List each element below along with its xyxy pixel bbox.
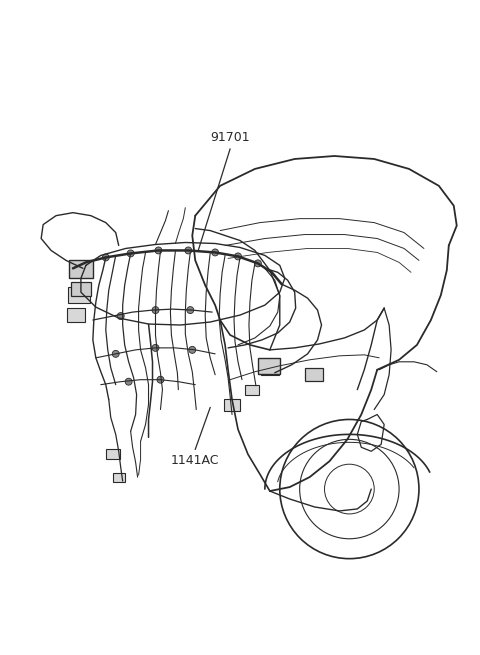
Bar bbox=[106, 449, 120, 459]
Bar bbox=[258, 358, 280, 374]
Circle shape bbox=[155, 247, 162, 254]
Circle shape bbox=[125, 378, 132, 385]
Circle shape bbox=[157, 376, 164, 383]
Bar bbox=[71, 282, 91, 296]
Circle shape bbox=[112, 350, 119, 358]
Text: 1141AC: 1141AC bbox=[171, 455, 219, 467]
Bar bbox=[69, 261, 93, 278]
Bar bbox=[305, 367, 323, 381]
Bar bbox=[68, 288, 90, 303]
Circle shape bbox=[187, 307, 194, 314]
Circle shape bbox=[254, 260, 262, 267]
Circle shape bbox=[235, 253, 241, 260]
Bar bbox=[113, 473, 125, 481]
Circle shape bbox=[152, 345, 159, 351]
Bar bbox=[67, 308, 85, 322]
Text: 91701: 91701 bbox=[210, 131, 250, 144]
Circle shape bbox=[185, 247, 192, 254]
Bar bbox=[245, 384, 259, 394]
Circle shape bbox=[117, 312, 124, 320]
Circle shape bbox=[127, 250, 134, 257]
Bar bbox=[224, 399, 240, 411]
Circle shape bbox=[152, 307, 159, 314]
Circle shape bbox=[102, 254, 109, 261]
Circle shape bbox=[189, 346, 196, 353]
Circle shape bbox=[212, 249, 218, 256]
Bar bbox=[261, 361, 279, 375]
